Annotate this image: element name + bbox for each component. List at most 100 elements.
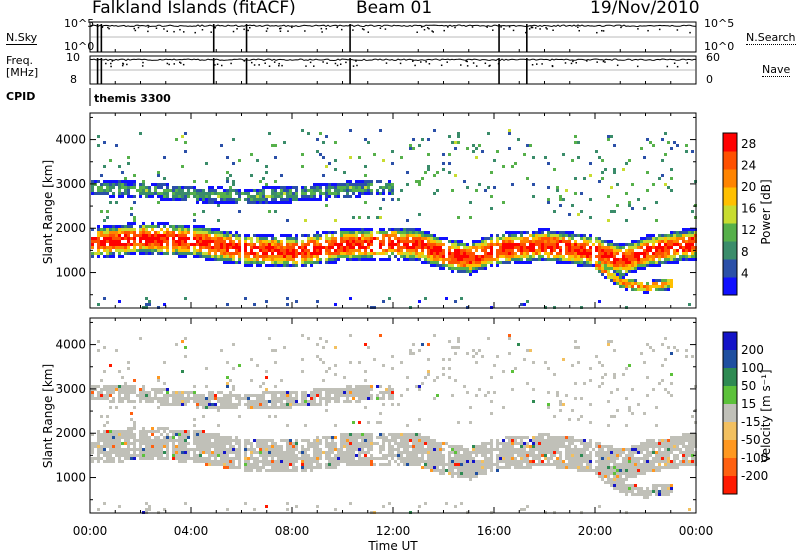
velocity-cell — [265, 505, 268, 508]
velocity-cell — [412, 439, 415, 442]
velocity-cell — [166, 439, 169, 442]
velocity-cell — [520, 439, 523, 442]
power-cell — [535, 258, 538, 261]
power-cell — [595, 255, 598, 258]
power-cell — [439, 249, 442, 252]
power-cell — [481, 243, 484, 246]
velocity-cell — [469, 406, 472, 409]
velocity-cell — [430, 460, 433, 463]
power-cell — [157, 231, 160, 234]
power-cell — [91, 183, 94, 186]
power-cell — [199, 255, 202, 258]
velocity-cell — [496, 454, 499, 457]
power-cell — [457, 246, 460, 249]
power-cell — [589, 234, 592, 237]
power-cell — [451, 189, 454, 192]
velocity-cell — [151, 400, 154, 403]
power-cell — [145, 195, 148, 198]
velocity-cell — [304, 457, 307, 460]
power-cell — [349, 234, 352, 237]
velocity-cell — [241, 397, 244, 400]
velocity-cell — [325, 466, 328, 469]
velocity-cell — [355, 385, 358, 388]
power-cell — [283, 264, 286, 267]
power-cell — [109, 201, 112, 204]
power-cell — [271, 186, 274, 189]
power-cell — [166, 237, 169, 240]
velocity-cell — [262, 445, 265, 448]
power-cell — [199, 195, 202, 198]
velocity-cell — [313, 397, 316, 400]
velocity-cell — [289, 400, 292, 403]
velocity-cell — [154, 448, 157, 451]
power-cell — [406, 228, 409, 231]
velocity-cell — [376, 442, 379, 445]
power-cell — [517, 231, 520, 234]
velocity-cell — [124, 451, 127, 454]
power-cell — [484, 267, 487, 270]
velocity-cell — [262, 397, 265, 400]
velocity-cell — [559, 436, 562, 439]
velocity-cell — [550, 454, 553, 457]
velocity-cell — [196, 436, 199, 439]
power-cell — [448, 240, 451, 243]
power-cell — [430, 249, 433, 252]
velocity-cell — [451, 469, 454, 472]
power-cell — [520, 237, 523, 240]
power-cell — [610, 276, 613, 279]
power-cell — [127, 237, 130, 240]
velocity-cell — [523, 358, 526, 361]
power-cell — [130, 225, 133, 228]
velocity-cell — [517, 448, 520, 451]
velocity-cell — [514, 451, 517, 454]
velocity-cell — [211, 460, 214, 463]
velocity-cell — [175, 439, 178, 442]
velocity-cell — [286, 448, 289, 451]
velocity-cell — [556, 442, 559, 445]
velocity-cell — [520, 508, 523, 511]
power-cell — [211, 201, 214, 204]
power-cell — [343, 237, 346, 240]
power-cell — [142, 231, 145, 234]
power-cell — [196, 237, 199, 240]
velocity-cell — [379, 433, 382, 436]
velocity-cell — [373, 463, 376, 466]
power-cell — [667, 240, 670, 243]
trace-dot — [530, 26, 533, 28]
power-cell — [487, 258, 490, 261]
velocity-cell — [418, 460, 421, 463]
velocity-cell — [379, 334, 382, 337]
velocity-cell — [484, 466, 487, 469]
power-cell — [163, 195, 166, 198]
power-cell — [436, 252, 439, 255]
power-cell — [415, 258, 418, 261]
power-cell — [178, 237, 181, 240]
velocity-cell — [340, 457, 343, 460]
power-cell — [349, 252, 352, 255]
power-cell — [490, 207, 493, 210]
velocity-cell — [277, 400, 280, 403]
power-cell — [634, 252, 637, 255]
power-cell — [463, 267, 466, 270]
power-cell — [538, 246, 541, 249]
power-cell — [523, 255, 526, 258]
power-cell — [319, 234, 322, 237]
trace-dot — [220, 64, 223, 67]
power-cell — [586, 237, 589, 240]
velocity-cell — [403, 463, 406, 466]
velocity-cell — [121, 430, 124, 433]
power-cell — [418, 255, 421, 258]
power-cell — [361, 240, 364, 243]
power-cell — [673, 243, 676, 246]
velocity-cell — [112, 445, 115, 448]
velocity-cell — [508, 337, 511, 340]
power-cell — [268, 249, 271, 252]
power-cell — [658, 234, 661, 237]
power-cell — [118, 225, 121, 228]
velocity-cell — [547, 442, 550, 445]
velocity-cell — [427, 358, 430, 361]
power-cell — [523, 246, 526, 249]
power-cell — [460, 267, 463, 270]
velocity-cell — [130, 427, 133, 430]
power-cell — [274, 240, 277, 243]
